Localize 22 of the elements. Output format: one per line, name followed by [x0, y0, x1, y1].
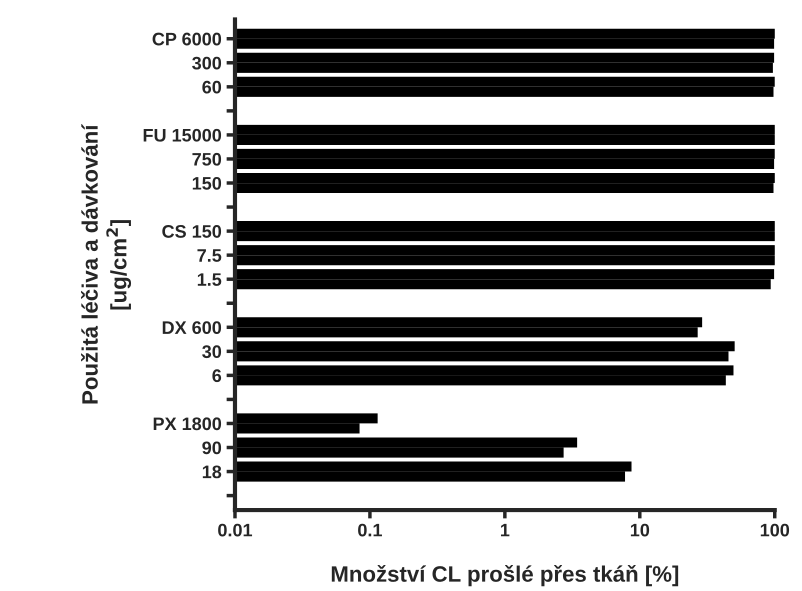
y-tick-label: 7.5	[197, 249, 222, 262]
y-tick-label: 90	[202, 441, 222, 454]
y-tick-label: 1.5	[198, 273, 222, 286]
x-axis-title: Množství CL prošlé přes tkáň [%]	[332, 565, 678, 586]
y-tick-label: 30	[202, 345, 222, 358]
x-tick-label: 10	[630, 524, 650, 536]
y-tick-label: PX 1800	[154, 417, 222, 430]
y-tick-label: 18	[202, 465, 222, 478]
x-tick-label: 1	[500, 524, 510, 536]
y-axis-title: Použitá léčiva a dávkování [ug/cm$^{2}$]	[81, 124, 132, 404]
y-tick-label: 60	[202, 80, 222, 94]
y-tick-label: 750	[192, 152, 222, 166]
y-tick-label: FU 15000	[144, 128, 222, 142]
y-tick-label: 150	[192, 176, 222, 190]
x-tick-label: 0.01	[218, 524, 252, 536]
x-tick-label: 100	[760, 524, 790, 536]
y-tick-label: CS 150	[162, 225, 222, 238]
y-tick-label: 6	[212, 369, 222, 382]
y-tick-label: DX 600	[162, 321, 222, 334]
y-tick-label: CP 6000	[152, 32, 222, 46]
x-tick-label: 0.1	[358, 524, 382, 536]
y-tick-label: 300	[192, 56, 222, 70]
